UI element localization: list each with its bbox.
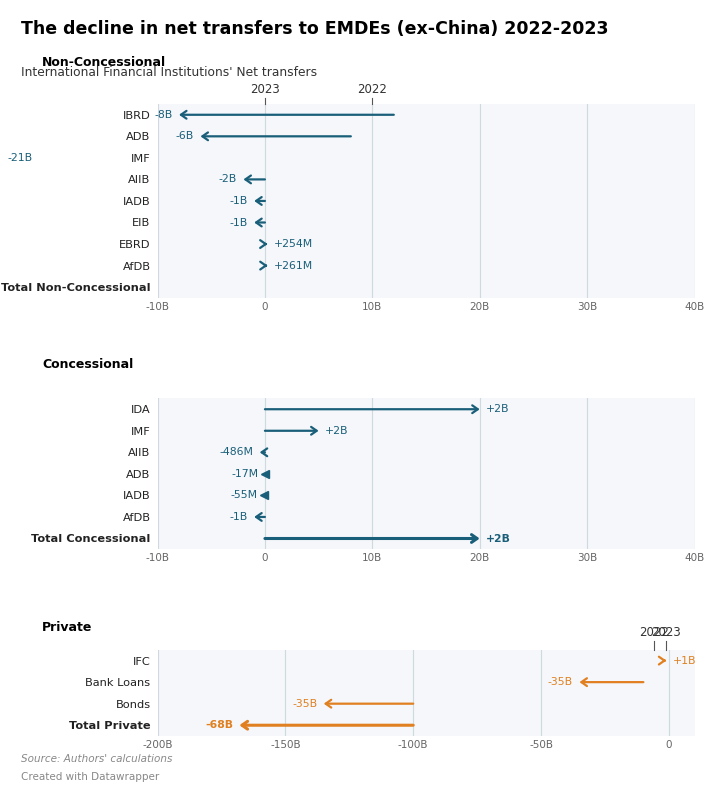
Text: +2B: +2B [486,534,511,543]
Text: +1B: +1B [673,655,697,666]
Text: -2B: -2B [219,174,237,185]
Text: +254M: +254M [274,239,314,249]
Text: +2B: +2B [325,426,349,436]
Text: -55M: -55M [231,490,258,501]
Text: 2023: 2023 [652,626,681,639]
Text: -1B: -1B [230,196,248,206]
Text: -17M: -17M [231,469,258,479]
Text: 2022: 2022 [639,626,669,639]
Text: Created with Datawrapper: Created with Datawrapper [21,773,160,782]
Text: -35B: -35B [292,698,317,709]
Text: 2023: 2023 [250,83,280,96]
Text: The decline in net transfers to EMDEs (ex-China) 2022-2023: The decline in net transfers to EMDEs (e… [21,20,609,38]
Text: -6B: -6B [176,131,194,142]
Text: -35B: -35B [548,677,573,687]
Text: +2B: +2B [486,404,510,414]
Text: International Financial Institutions' Net transfers: International Financial Institutions' Ne… [21,66,318,78]
Text: Source: Authors' calculations: Source: Authors' calculations [21,754,173,764]
Text: Non-Concessional: Non-Concessional [42,56,166,69]
Text: -1B: -1B [230,218,248,227]
Text: -21B: -21B [8,153,33,163]
Text: Concessional: Concessional [42,358,133,371]
Text: -68B: -68B [205,720,233,730]
Text: Private: Private [42,622,92,634]
Text: -486M: -486M [219,447,253,458]
Text: +261M: +261M [274,261,314,270]
Text: -1B: -1B [230,512,248,522]
Text: -8B: -8B [155,110,173,120]
Text: 2022: 2022 [357,83,387,96]
